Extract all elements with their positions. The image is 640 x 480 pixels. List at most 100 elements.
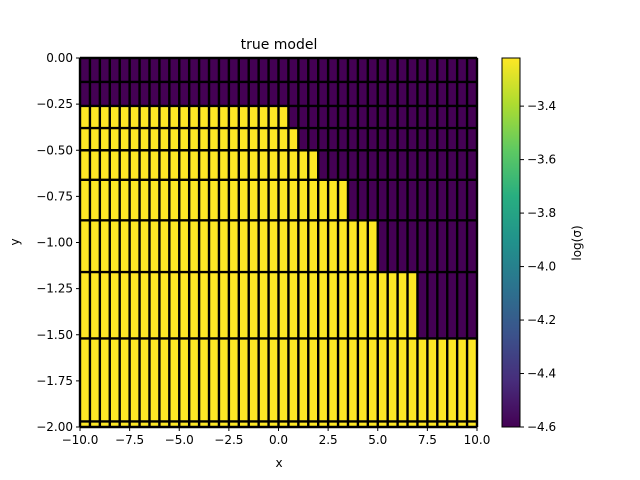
heatmap-cell xyxy=(199,105,210,129)
heatmap-cell xyxy=(238,105,249,129)
heatmap-cell xyxy=(209,179,219,221)
heatmap-cell xyxy=(169,272,180,339)
heatmap-cell xyxy=(357,272,368,339)
heatmap-cell xyxy=(318,421,329,427)
heatmap-cell xyxy=(218,179,229,221)
heatmap-cell xyxy=(407,179,418,221)
heatmap-cell xyxy=(189,81,200,106)
colorbar xyxy=(501,57,521,428)
heatmap-cell xyxy=(258,105,269,129)
heatmap-cell xyxy=(467,58,477,82)
heatmap-cell xyxy=(308,150,319,180)
heatmap-cell xyxy=(397,179,408,221)
heatmap-cell xyxy=(308,105,319,129)
heatmap-cell xyxy=(258,58,269,82)
heatmap-cell xyxy=(169,128,180,151)
heatmap-cell xyxy=(328,58,339,82)
colorbar-tick-label: −4.2 xyxy=(527,313,556,327)
heatmap-cell xyxy=(149,58,160,82)
heatmap-cell xyxy=(357,338,368,422)
heatmap-cell xyxy=(417,421,428,427)
heatmap-cell xyxy=(347,58,358,82)
heatmap-cell xyxy=(199,150,210,180)
heatmap-cell xyxy=(298,128,309,151)
heatmap-cell xyxy=(139,128,150,151)
heatmap-cell xyxy=(179,150,190,180)
heatmap-cell xyxy=(109,81,120,106)
heatmap-cell xyxy=(298,220,309,273)
heatmap-cell xyxy=(457,338,468,422)
heatmap-cell xyxy=(89,220,100,273)
heatmap-cell xyxy=(268,58,279,82)
heatmap-cell xyxy=(228,179,239,221)
heatmap-cell xyxy=(417,179,428,221)
heatmap-cell xyxy=(109,150,120,180)
heatmap-cell xyxy=(228,272,239,339)
heatmap-cell xyxy=(397,220,408,273)
heatmap-cell xyxy=(387,128,398,151)
heatmap-cell xyxy=(377,272,388,339)
heatmap-cell xyxy=(298,150,309,180)
heatmap-cell xyxy=(99,179,110,221)
heatmap-cell xyxy=(328,81,339,106)
heatmap-cell xyxy=(308,81,319,106)
heatmap-cell xyxy=(209,421,219,427)
heatmap-cell xyxy=(318,58,329,82)
x-tick-label: 0.0 xyxy=(269,433,288,447)
heatmap-cell xyxy=(99,421,110,427)
heatmap-cell xyxy=(268,150,279,180)
heatmap-cell xyxy=(357,81,368,106)
heatmap-cell xyxy=(288,421,299,427)
heatmap-cell xyxy=(318,272,329,339)
heatmap-cell xyxy=(467,272,477,339)
heatmap-cell xyxy=(218,128,229,151)
heatmap-cell xyxy=(218,272,229,339)
heatmap-cell xyxy=(238,338,249,422)
heatmap-cell xyxy=(179,272,190,339)
heatmap-cell xyxy=(119,272,130,339)
heatmap-cell xyxy=(199,338,210,422)
heatmap-cell xyxy=(199,272,210,339)
heatmap-cell xyxy=(397,81,408,106)
heatmap-cell xyxy=(129,338,140,422)
heatmap-cell xyxy=(288,150,299,180)
heatmap-cell xyxy=(189,150,200,180)
heatmap-cell xyxy=(248,179,259,221)
heatmap-cell xyxy=(258,179,269,221)
heatmap-cell xyxy=(159,272,170,339)
heatmap-cell xyxy=(189,105,200,129)
heatmap-cell xyxy=(457,105,468,129)
heatmap-cell xyxy=(397,150,408,180)
heatmap-cell xyxy=(308,421,319,427)
heatmap-cell xyxy=(457,220,468,273)
heatmap-cell xyxy=(377,421,388,427)
heatmap-cell xyxy=(248,421,259,427)
heatmap-cell xyxy=(80,421,90,427)
y-tick-label: −0.75 xyxy=(36,189,73,203)
heatmap-cell xyxy=(308,128,319,151)
heatmap-cell xyxy=(437,338,448,422)
heatmap-cell xyxy=(447,272,458,339)
heatmap-cell xyxy=(387,179,398,221)
heatmap-cell xyxy=(89,179,100,221)
heatmap-cell xyxy=(387,81,398,106)
heatmap-cell xyxy=(179,128,190,151)
heatmap-cell xyxy=(89,128,100,151)
heatmap-cell xyxy=(328,128,339,151)
heatmap-cell xyxy=(387,421,398,427)
heatmap-cell xyxy=(437,58,448,82)
heatmap-cell xyxy=(149,421,160,427)
heatmap-cell xyxy=(357,58,368,82)
heatmap-cell xyxy=(377,128,388,151)
heatmap-cell xyxy=(417,81,428,106)
heatmap-cell xyxy=(357,128,368,151)
heatmap-cell xyxy=(149,272,160,339)
heatmap-cell xyxy=(89,105,100,129)
heatmap-cell xyxy=(248,150,259,180)
heatmap-cell xyxy=(248,272,259,339)
heatmap-cell xyxy=(437,81,448,106)
heatmap-cell xyxy=(189,421,200,427)
heatmap-cell xyxy=(199,81,210,106)
heatmap-cell xyxy=(139,421,150,427)
heatmap-cell xyxy=(89,150,100,180)
